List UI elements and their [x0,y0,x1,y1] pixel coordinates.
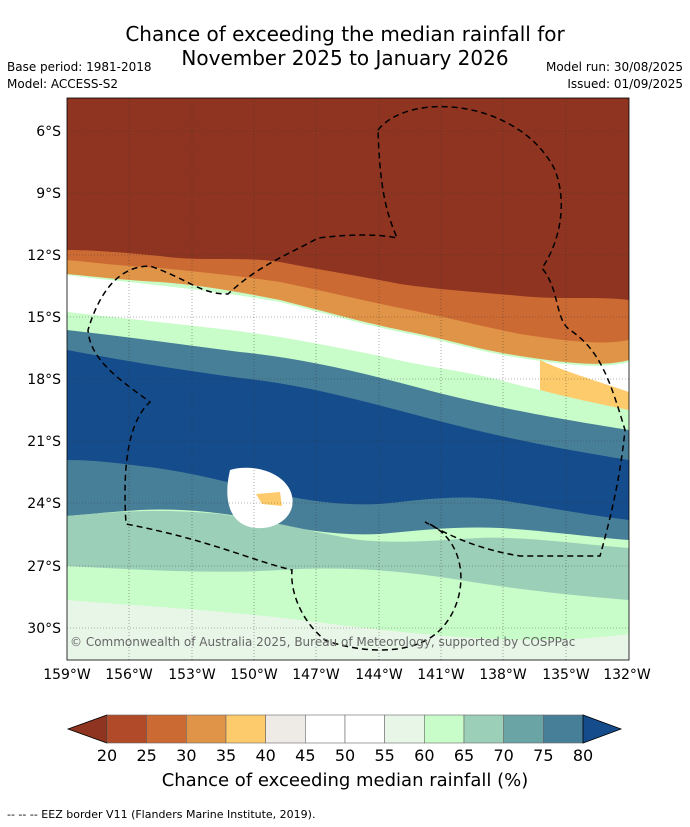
credit-text: © Commonwealth of Australia 2025, Bureau… [70,635,575,649]
colorbar-tick: 65 [454,746,474,765]
lat-label: 30°S [27,621,61,637]
title-line-2: November 2025 to January 2026 [181,46,509,70]
model-name: Model: ACCESS-S2 [7,77,119,91]
footer-note: -- -- -- EEZ border V11 (Flanders Marine… [7,808,316,821]
colorbar-segment [106,714,147,744]
colorbar-tick: 55 [374,746,394,765]
lat-label: 21°S [27,434,61,450]
dry-band-20 [67,98,629,300]
base-info: Base period: 1981-2018 Model: ACCESS-S2 [7,59,152,93]
colorbar-segment [344,714,385,744]
colorbar-segment [384,714,425,744]
lat-axis: 6°S 9°S 12°S 15°S 18°S 21°S 24°S 27°S 30… [27,124,61,637]
colorbar-label: Chance of exceeding median rainfall (%) [161,770,529,791]
lon-label: 159°W [43,667,91,683]
lon-axis: 159°W 156°W 153°W 150°W 147°W 144°W 141°… [43,667,651,683]
lat-label: 27°S [27,559,61,575]
colorbar-tick: 35 [216,746,236,765]
lon-label: 153°W [168,667,216,683]
lon-label: 156°W [105,667,153,683]
colorbar-segment [225,714,266,744]
colorbar-segment [305,714,346,744]
lat-label: 6°S [36,124,61,140]
neutral-band [67,275,629,405]
colorbar-tick: 45 [295,746,315,765]
south-neutral [67,600,629,660]
lat-label: 24°S [27,496,61,512]
colorbar-tick: 80 [573,746,593,765]
lon-label: 135°W [542,667,590,683]
lon-label: 132°W [603,667,651,683]
colorbar-arrow-low [66,714,108,744]
colorbar-arrow-high [582,714,623,744]
dry-patch-east [540,360,629,410]
colorbar-tick: 50 [335,746,355,765]
colorbar-segment [265,714,306,744]
colorbar-tick: 70 [493,746,513,765]
lon-label: 147°W [292,667,340,683]
lon-label: 144°W [355,667,403,683]
lon-label: 150°W [230,667,278,683]
lat-label: 18°S [27,372,61,388]
colorbar-segment [543,714,584,744]
map-frame [66,97,630,661]
colorbar: 20 25 30 35 40 45 50 55 60 65 70 75 80 [66,714,623,765]
lon-label: 141°W [417,667,465,683]
dry-spot-40 [256,492,282,506]
lat-label: 9°S [36,186,61,202]
colorbar-tick: 25 [136,746,156,765]
title-line-1: Chance of exceeding the median rainfall … [125,22,565,46]
issued-date: Issued: 01/09/2025 [567,77,683,91]
lat-label: 15°S [27,310,61,326]
colorbar-segment [146,714,187,744]
eez-border [87,105,626,651]
colorbar-tick: 75 [533,746,553,765]
colorbar-segment [463,714,504,744]
colorbar-tick: 60 [414,746,434,765]
colorbar-segment [424,714,465,744]
lon-label: 138°W [479,667,527,683]
chart-title: Chance of exceeding the median rainfall … [0,22,690,70]
grid-lines [67,98,629,660]
map-plot-area [67,98,629,660]
lat-label: 12°S [27,248,61,264]
wet-band-80 [67,350,629,520]
model-run: Model run: 30/08/2025 [545,60,683,74]
run-info: Model run: 30/08/2025 Issued: 01/09/2025 [546,59,683,93]
colorbar-tick: 40 [255,746,275,765]
colorbar-tick: 20 [97,746,117,765]
base-period: Base period: 1981-2018 [7,60,152,74]
colorbar-segment [503,714,544,744]
wet-band-65 [67,510,629,600]
colorbar-tick: 30 [176,746,196,765]
colorbar-segment [186,714,227,744]
